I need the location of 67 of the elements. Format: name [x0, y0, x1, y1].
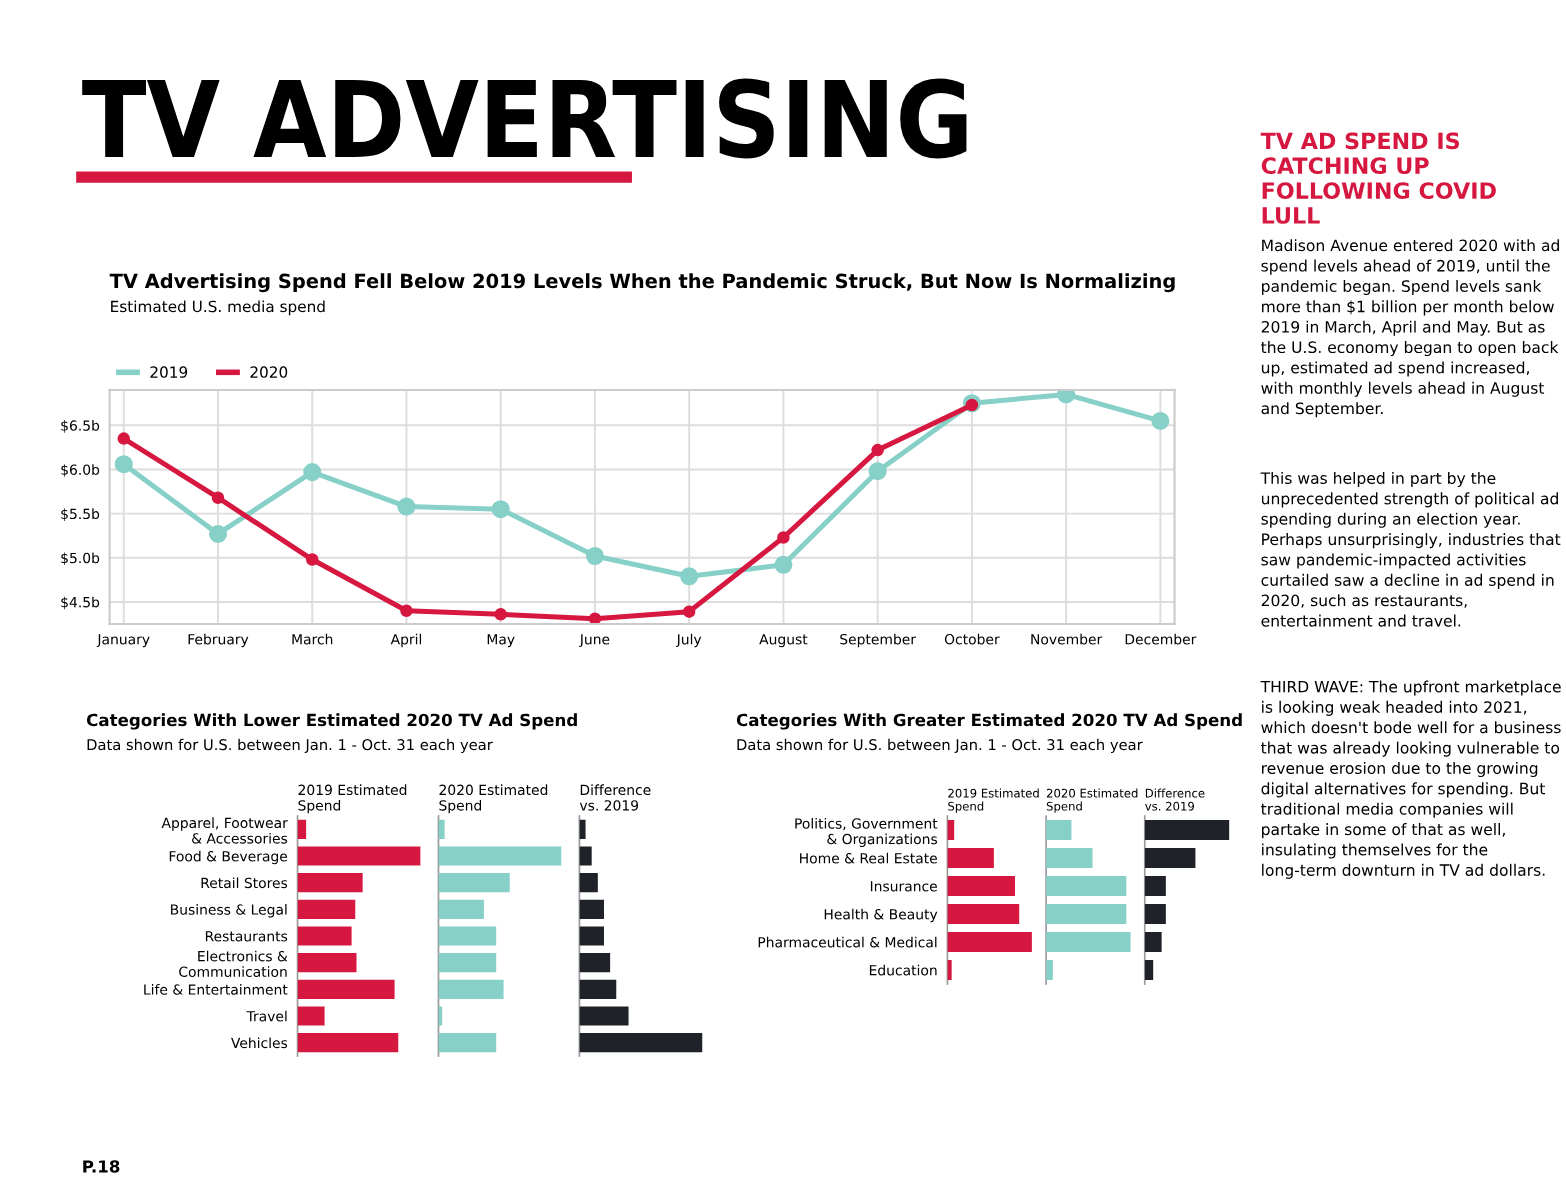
point — [397, 497, 416, 516]
bar — [297, 926, 352, 946]
point — [682, 605, 696, 618]
point — [774, 555, 793, 574]
point — [777, 531, 790, 544]
bar — [579, 819, 586, 839]
point — [208, 524, 228, 543]
bar — [1144, 903, 1166, 925]
chart-title: TV Advertising Spend Fell Below 2019 Levels When the Pandemic Struck, But Now Is Normalizing — [109, 273, 1175, 293]
point — [117, 432, 131, 445]
text: TV AD SPEND IS CATCHING UP FOLLOWING COVID LULL — [1260, 132, 1496, 224]
bar — [297, 1006, 325, 1026]
bar — [1144, 847, 1196, 869]
point — [305, 553, 319, 566]
bar — [1046, 819, 1072, 841]
bar — [579, 846, 592, 866]
chart-title: Categories With Lower Estimated 2020 TV Ad Spend — [86, 713, 577, 730]
bar — [297, 819, 307, 839]
text: P.18 — [83, 1160, 120, 1173]
point — [585, 546, 604, 566]
point — [303, 463, 322, 482]
chart-title: Categories With Greater Estimated 2020 TV Ad Spend — [736, 713, 1242, 730]
bar — [297, 979, 395, 999]
bar — [947, 847, 994, 869]
bar — [297, 899, 356, 919]
bar — [1144, 819, 1230, 841]
bar — [947, 931, 1032, 953]
bar — [438, 846, 562, 866]
point — [588, 612, 602, 624]
bar — [297, 873, 363, 893]
bar — [1144, 959, 1154, 981]
bar — [297, 953, 357, 973]
bar — [947, 903, 1020, 925]
point — [494, 608, 507, 621]
bar — [438, 873, 510, 893]
bar — [1046, 931, 1131, 953]
point — [1057, 390, 1076, 404]
bar — [579, 926, 604, 946]
bar — [579, 873, 598, 893]
bar — [579, 953, 611, 973]
bar — [438, 819, 445, 839]
bar — [1144, 931, 1162, 953]
bar — [297, 1033, 399, 1053]
point — [871, 443, 884, 457]
bar — [579, 1006, 629, 1026]
bar — [1144, 875, 1166, 897]
bar — [579, 1033, 703, 1053]
bar — [297, 846, 421, 866]
bar — [947, 875, 1015, 897]
point — [1151, 411, 1170, 430]
point — [211, 491, 225, 504]
bar — [438, 953, 497, 973]
point — [868, 462, 887, 481]
bar — [438, 1033, 497, 1053]
point — [114, 455, 133, 474]
point — [400, 604, 413, 618]
bar — [438, 926, 497, 946]
bar — [1046, 903, 1127, 925]
point — [680, 567, 699, 586]
point — [491, 500, 510, 519]
bar — [579, 899, 604, 919]
bar — [1046, 847, 1093, 869]
text: TV ADVERTISING — [82, 78, 967, 159]
bar — [579, 979, 617, 999]
bar — [438, 979, 504, 999]
bar — [1046, 875, 1127, 897]
bar — [438, 899, 484, 919]
